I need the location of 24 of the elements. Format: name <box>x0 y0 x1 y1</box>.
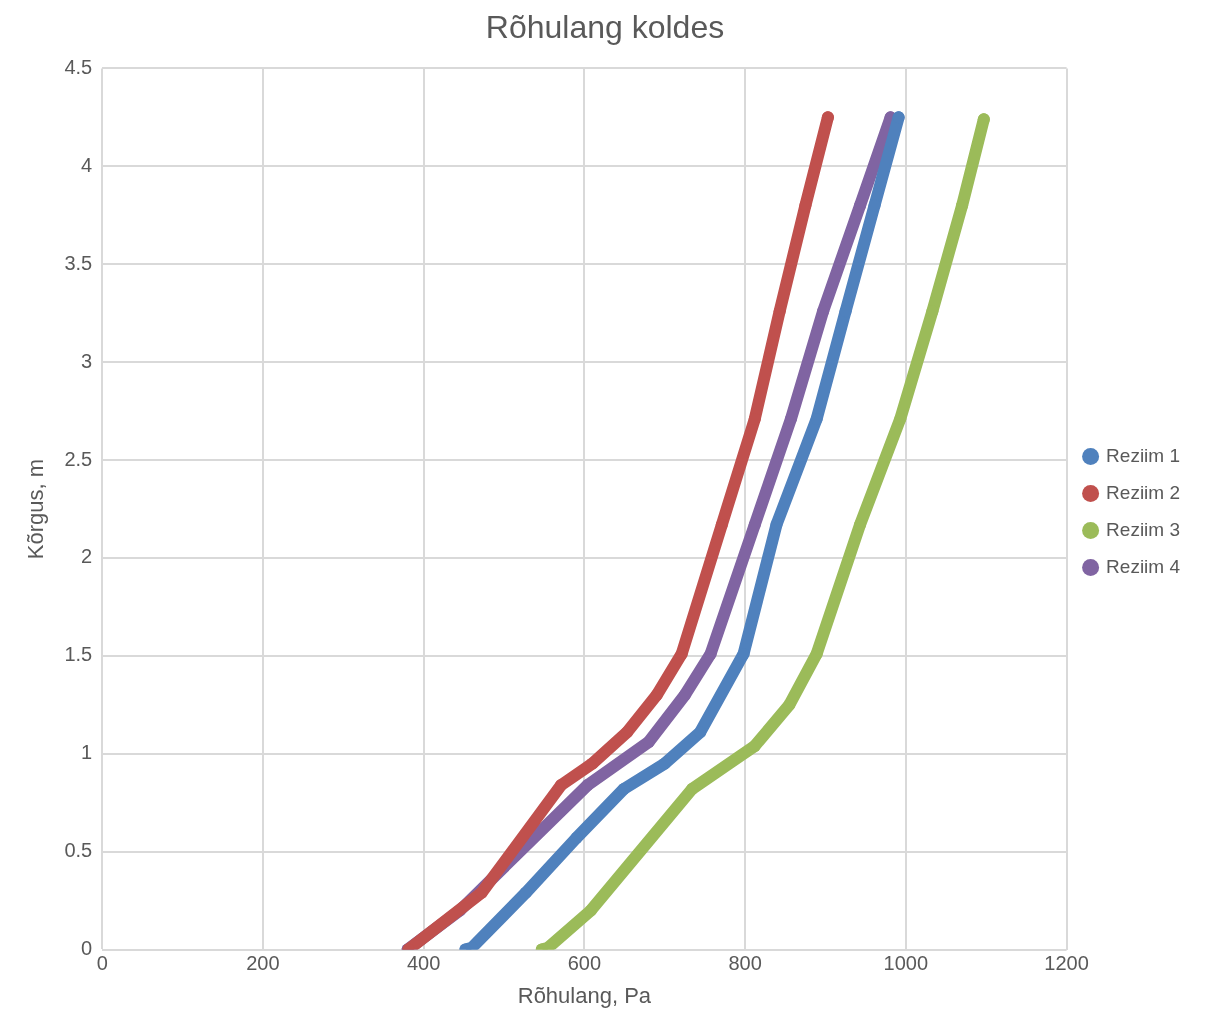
y-tick-label: 4 <box>81 153 93 176</box>
x-axis-title: Rõhulang, Pa <box>517 982 652 1008</box>
x-tick-label: 1000 <box>883 952 929 975</box>
y-tick-label: 4.5 <box>64 55 93 78</box>
y-tick-label: 3.5 <box>64 251 93 274</box>
y-tick-label: 2 <box>81 545 93 568</box>
y-tick-label: 0 <box>81 937 93 960</box>
legend-label: Reziim 3 <box>1106 518 1180 540</box>
x-tick-label: 400 <box>406 952 441 975</box>
y-tick-label: 0.5 <box>64 839 93 862</box>
x-tick-label: 600 <box>567 952 602 975</box>
y-tick-label: 2.5 <box>64 447 93 470</box>
y-tick-label: 1 <box>81 741 93 764</box>
legend-label: Reziim 1 <box>1106 444 1180 466</box>
legend-label: Reziim 4 <box>1106 555 1181 577</box>
x-tick-label: 0 <box>96 952 108 975</box>
legend-label: Reziim 2 <box>1106 481 1180 503</box>
y-axis-title: Kõrgus, m <box>23 458 49 560</box>
chart-title: Rõhulang koldes <box>485 9 725 46</box>
x-tick-label: 800 <box>728 952 762 975</box>
y-tick-label: 3 <box>81 349 93 372</box>
x-tick-label: 1200 <box>1044 952 1089 975</box>
y-tick-label: 1.5 <box>64 643 93 666</box>
x-tick-label: 200 <box>246 952 280 975</box>
